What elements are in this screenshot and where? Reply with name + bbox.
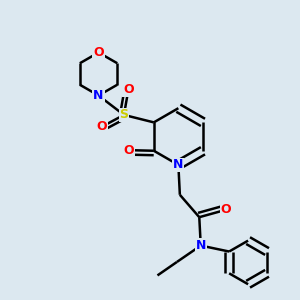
Text: N: N bbox=[196, 239, 206, 252]
Text: O: O bbox=[123, 83, 134, 96]
Text: O: O bbox=[96, 120, 107, 134]
Text: O: O bbox=[93, 46, 104, 59]
Text: O: O bbox=[123, 144, 134, 157]
Text: N: N bbox=[93, 89, 104, 102]
Text: S: S bbox=[119, 108, 128, 122]
Text: N: N bbox=[173, 158, 184, 171]
Text: O: O bbox=[221, 203, 232, 216]
